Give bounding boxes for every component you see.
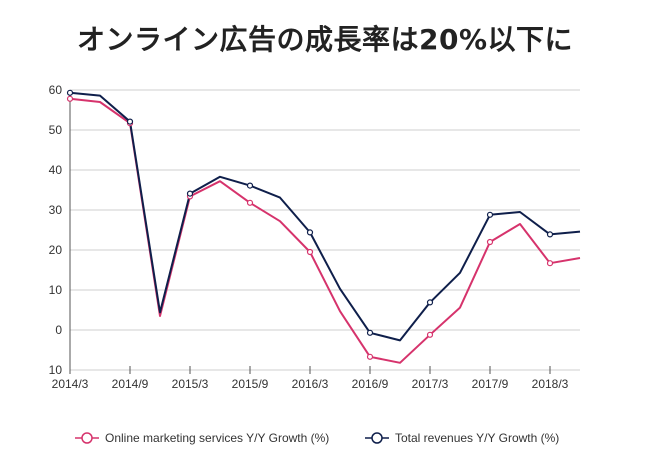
- legend-label: Online marketing services Y/Y Growth (%): [105, 431, 329, 445]
- x-tick-label: 2018/3: [532, 377, 569, 391]
- y-tick-label: 50: [49, 123, 63, 137]
- y-tick-label: 10: [49, 283, 63, 297]
- x-tick-label: 2017/3: [412, 377, 449, 391]
- legend-item-0[interactable]: Online marketing services Y/Y Growth (%): [75, 431, 329, 445]
- x-tick-label: 2014/9: [112, 377, 149, 391]
- chart-title: オンライン広告の成長率は20%以下に: [76, 23, 574, 56]
- data-point-series-1: [546, 231, 554, 238]
- legend-layer: Online marketing services Y/Y Growth (%)…: [75, 431, 559, 445]
- data-point-series-1: [186, 190, 194, 197]
- data-point-series-0: [66, 95, 74, 102]
- legend-marker-icon: [81, 432, 93, 444]
- y-tick-label: 30: [49, 203, 63, 217]
- data-point-series-0: [546, 260, 554, 267]
- x-tick-label: 2016/9: [352, 377, 389, 391]
- y-tick-label: 60: [49, 83, 63, 97]
- x-tick-label: 2015/3: [172, 377, 209, 391]
- data-point-series-1: [306, 229, 314, 236]
- data-point-series-1: [246, 182, 254, 189]
- legend-label: Total revenues Y/Y Growth (%): [395, 431, 559, 445]
- data-point-series-0: [486, 238, 494, 246]
- y-tick-label: 20: [49, 243, 63, 257]
- data-point-series-1: [486, 211, 494, 218]
- y-tick-label: 0: [55, 323, 62, 337]
- data-point-series-0: [306, 248, 314, 256]
- data-point-series-1: [426, 299, 434, 306]
- data-point-series-1: [126, 118, 134, 125]
- data-point-series-0: [246, 199, 254, 206]
- x-tick-label: 2015/9: [232, 377, 269, 391]
- data-point-series-0: [426, 331, 434, 338]
- x-tick-label: 2014/3: [52, 377, 89, 391]
- x-tick-label: 2016/3: [292, 377, 329, 391]
- data-point-series-1: [66, 89, 74, 96]
- data-point-series-0: [366, 353, 374, 360]
- data-point-series-1: [366, 329, 374, 336]
- grid-layer: [70, 89, 580, 371]
- y-tick-label: 40: [49, 163, 63, 177]
- x-tick-label: 2017/9: [472, 377, 509, 391]
- series-line-1: [69, 91, 581, 342]
- y-tick-label: 10: [49, 363, 63, 377]
- series-layer: [66, 89, 581, 364]
- legend-marker-icon: [371, 432, 383, 444]
- legend-item-1[interactable]: Total revenues Y/Y Growth (%): [365, 431, 559, 445]
